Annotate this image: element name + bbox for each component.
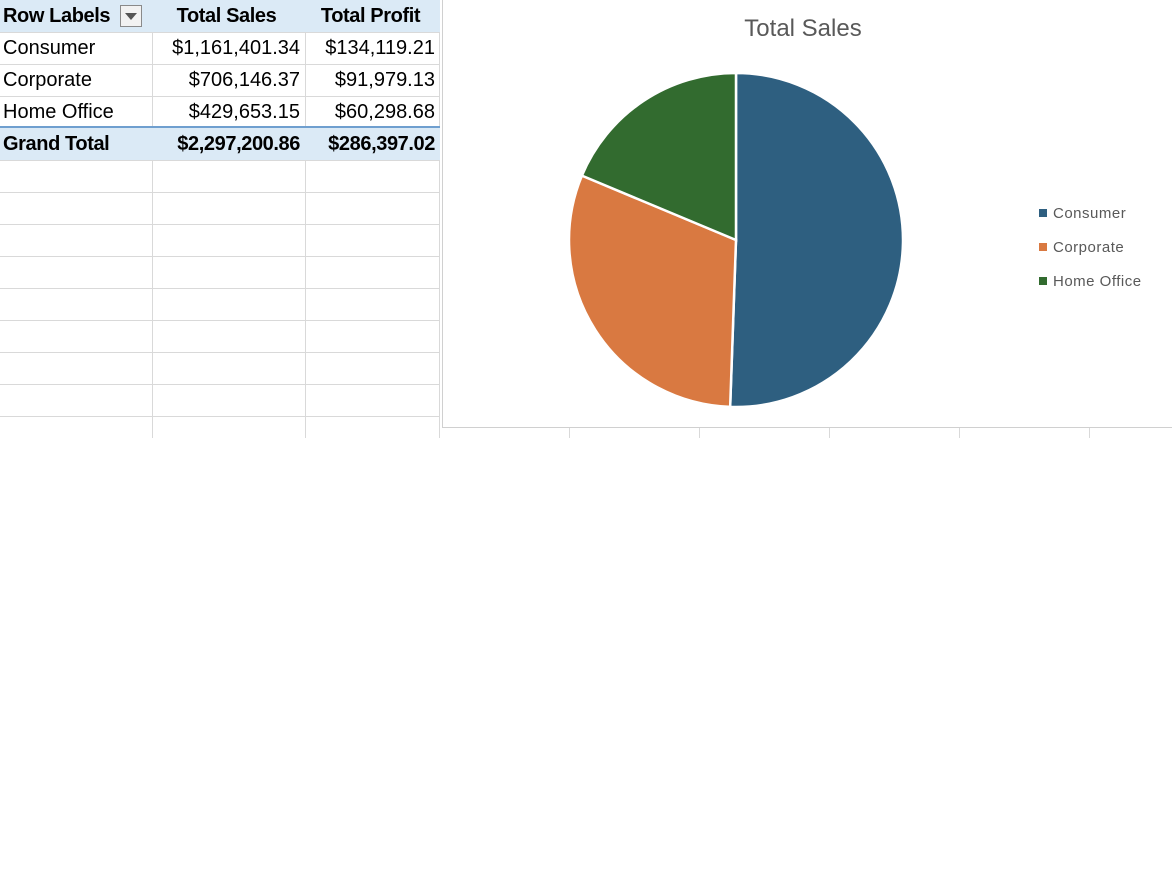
row-divider [0,416,440,417]
legend-swatch [1039,277,1047,285]
row-divider [0,384,440,385]
grand-total-sales[interactable]: $2,297,200.86 [177,133,300,155]
column-divider [699,428,700,438]
legend-label: Home Office [1053,272,1142,290]
row-divider [0,320,440,321]
legend-item[interactable]: Corporate [1039,230,1142,264]
row-divider [0,32,440,33]
table-row: Corporate $706,146.37 $91,979.13 [0,64,440,96]
sales-value[interactable]: $706,146.37 [188,69,300,91]
pie-chart[interactable]: Total Sales Consumer Corporate Home Office [442,0,1172,428]
legend-item[interactable]: Consumer [1039,196,1142,230]
row-label[interactable]: Consumer [3,37,96,59]
grand-total-row: Grand Total $2,297,200.86 $286,397.02 [0,126,440,160]
column-divider [439,0,440,438]
column-divider [569,428,570,438]
table-row: Home Office $429,653.15 $60,298.68 [0,96,440,128]
legend-swatch [1039,209,1047,217]
grand-total-profit[interactable]: $286,397.02 [328,133,435,155]
header-total-profit[interactable]: Total Profit [320,5,421,27]
legend-item[interactable]: Home Office [1039,264,1142,298]
chart-title[interactable]: Total Sales [744,15,862,42]
profit-value[interactable]: $134,119.21 [325,37,435,59]
chart-legend[interactable]: Consumer Corporate Home Office [1039,196,1142,298]
table-row: Consumer $1,161,401.34 $134,119.21 [0,32,440,64]
sales-value[interactable]: $429,653.15 [188,101,300,123]
pie-slice-consumer[interactable] [728,71,905,409]
row-divider [0,64,440,65]
pie-slice-home-office[interactable] [580,71,738,242]
legend-label: Corporate [1053,238,1125,256]
legend-label: Consumer [1053,204,1127,222]
header-row-labels[interactable]: Row Labels [3,5,111,27]
pivot-header-row: Row Labels Total Sales Total Profit [0,0,440,32]
row-divider [0,160,440,161]
row-divider [0,352,440,353]
row-divider [0,192,440,193]
spreadsheet-grid [0,0,1172,438]
filter-dropdown-button[interactable] [120,5,142,27]
row-divider [0,256,440,257]
column-divider [305,0,306,438]
header-total-sales[interactable]: Total Sales [176,5,277,27]
row-label[interactable]: Corporate [3,69,92,91]
row-divider [0,96,440,97]
column-divider [152,0,153,438]
sales-value[interactable]: $1,161,401.34 [172,37,300,59]
pie-plot-area [567,71,905,409]
pie-slice-corporate[interactable] [567,174,738,409]
profit-value[interactable]: $91,979.13 [334,69,435,91]
column-divider [829,428,830,438]
legend-swatch [1039,243,1047,251]
column-divider [959,428,960,438]
row-divider [0,224,440,225]
row-label[interactable]: Home Office [3,101,114,123]
column-divider [1089,428,1090,438]
grand-total-label[interactable]: Grand Total [3,133,110,155]
row-divider [0,288,440,289]
profit-value[interactable]: $60,298.68 [334,101,435,123]
